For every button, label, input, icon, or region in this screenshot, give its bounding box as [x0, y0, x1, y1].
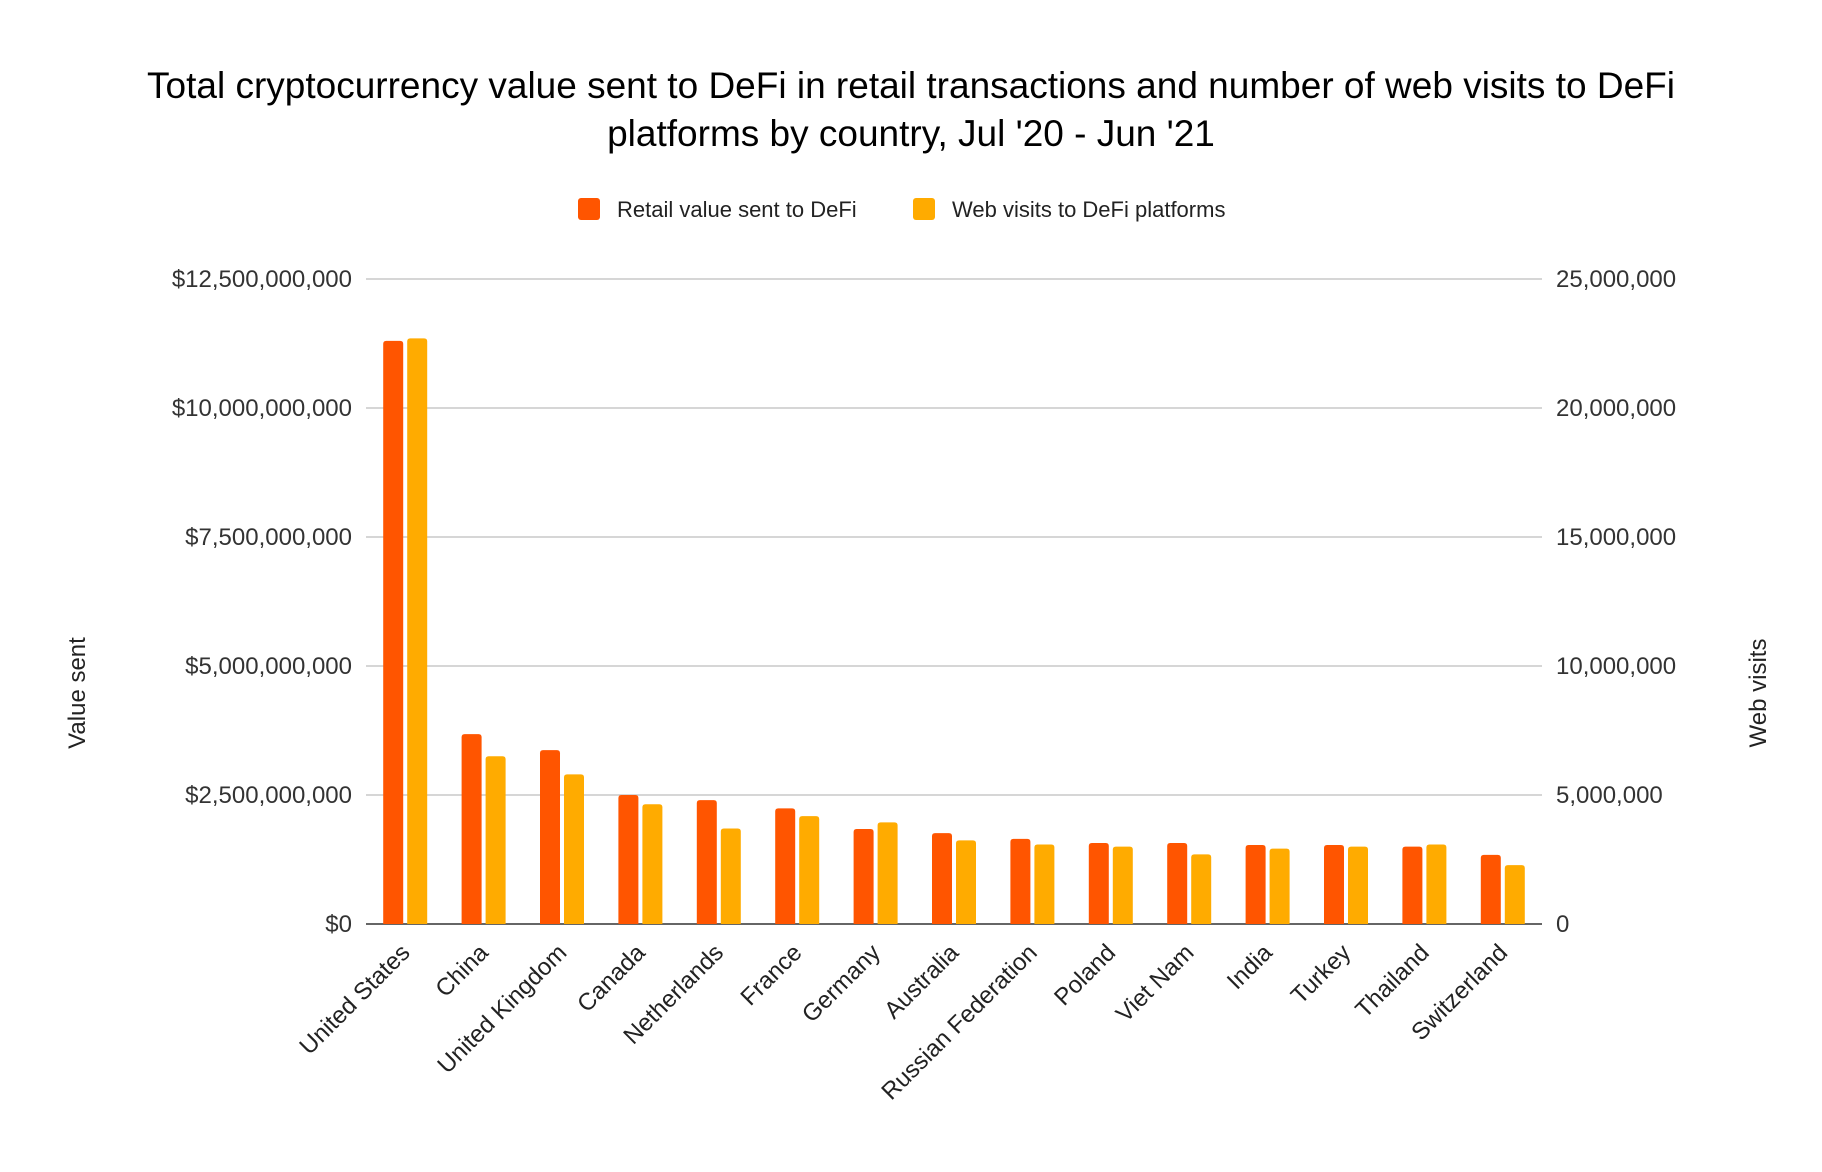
category-label: China — [430, 939, 494, 1003]
bar-web-visits — [407, 338, 428, 925]
legend-label-retail-value: Retail value sent to DeFi — [617, 197, 857, 222]
legend-label-web-visits: Web visits to DeFi platforms — [952, 197, 1225, 222]
right-tick-label: 20,000,000 — [1556, 395, 1676, 422]
legend-swatch-web-visits — [913, 198, 935, 220]
bar-web-visits — [1426, 844, 1447, 924]
category-label: Germany — [797, 939, 886, 1028]
bar-web-visits — [1348, 846, 1368, 924]
bar-retail-value — [540, 750, 560, 924]
chart-title-line-1: Total cryptocurrency value sent to DeFi … — [147, 65, 1675, 106]
bar-web-visits — [564, 774, 584, 924]
left-tick-label: $10,000,000,000 — [172, 395, 352, 422]
right-axis-title: Web visits — [1745, 639, 1772, 748]
bar-retail-value — [461, 734, 482, 924]
bar-web-visits — [877, 822, 898, 924]
left-tick-label: $12,500,000,000 — [172, 266, 352, 293]
bar-web-visits — [799, 816, 820, 924]
bar-web-visits — [1034, 844, 1055, 924]
category-label: India — [1222, 939, 1278, 995]
bar-retail-value — [696, 800, 717, 924]
left-tick-label: $7,500,000,000 — [185, 524, 352, 551]
bar-retail-value — [775, 808, 796, 924]
left-tick-label: $2,500,000,000 — [185, 782, 352, 809]
bars — [383, 338, 1525, 925]
category-label: Russian Federation — [876, 939, 1042, 1105]
right-tick-label: 15,000,000 — [1556, 524, 1676, 551]
gridlines — [366, 278, 1542, 925]
left-axis-ticks: $0 $2,500,000,000 $5,000,000,000 $7,500,000… — [172, 266, 352, 938]
bar-retail-value — [1245, 845, 1266, 924]
bar-web-visits — [1191, 854, 1212, 924]
category-label: United States — [294, 939, 415, 1060]
chart-title-line-2: platforms by country, Jul '20 - Jun '21 — [607, 113, 1215, 154]
category-label: France — [736, 939, 808, 1011]
bar-web-visits — [720, 828, 741, 924]
right-axis-ticks: 0 5,000,000 10,000,000 15,000,000 20,000,000… — [1556, 266, 1676, 938]
right-tick-label: 10,000,000 — [1556, 653, 1676, 680]
category-label: Poland — [1049, 939, 1121, 1011]
category-label: Viet Nam — [1111, 939, 1200, 1028]
bar-web-visits — [642, 804, 663, 924]
bar-web-visits — [485, 756, 506, 924]
category-label: Canada — [572, 939, 651, 1018]
bar-retail-value — [1324, 845, 1344, 924]
left-tick-label: $5,000,000,000 — [185, 653, 352, 680]
bar-retail-value — [853, 829, 874, 924]
right-tick-label: 25,000,000 — [1556, 266, 1676, 293]
legend-swatch-retail-value — [578, 198, 600, 220]
left-axis-title: Value sent — [64, 637, 91, 749]
bar-retail-value — [1088, 842, 1109, 924]
right-tick-label: 5,000,000 — [1556, 782, 1663, 809]
chart-title: Total cryptocurrency value sent to DeFi … — [147, 65, 1675, 154]
bar-retail-value — [383, 340, 404, 924]
bar-retail-value — [1402, 846, 1423, 924]
bar-retail-value — [618, 795, 639, 924]
bar-web-visits — [1269, 848, 1290, 924]
bar-retail-value — [1167, 842, 1188, 924]
bar-retail-value — [1480, 854, 1501, 924]
category-label: Turkey — [1286, 939, 1356, 1009]
bar-web-visits — [1504, 865, 1525, 924]
legend: Retail value sent to DeFi Web visits to … — [578, 197, 1225, 222]
right-tick-label: 0 — [1556, 911, 1569, 938]
bar-web-visits — [1112, 846, 1133, 924]
bar-web-visits — [956, 840, 976, 924]
bar-retail-value — [1010, 838, 1031, 924]
left-tick-label: $0 — [325, 911, 352, 938]
bar-retail-value — [932, 833, 952, 924]
